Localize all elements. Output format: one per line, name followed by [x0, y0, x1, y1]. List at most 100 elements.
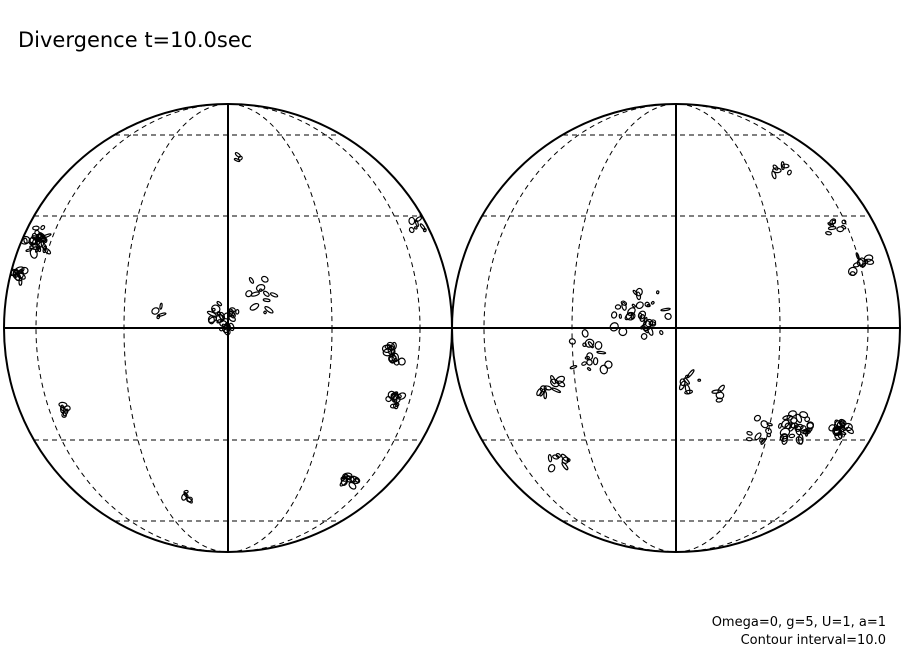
- contour: [561, 461, 569, 471]
- contour: [233, 157, 241, 163]
- contour: [794, 425, 802, 432]
- contour: [650, 301, 655, 305]
- contour: [44, 238, 48, 244]
- contour: [60, 407, 68, 413]
- contour: [14, 273, 21, 281]
- contour-interval: Contour interval=10.0: [741, 633, 886, 648]
- contour: [211, 307, 216, 312]
- contour: [781, 433, 789, 440]
- contour: [684, 374, 690, 379]
- contour: [784, 422, 793, 430]
- contour: [206, 310, 217, 317]
- contour: [23, 237, 28, 244]
- contour: [760, 420, 769, 429]
- contour: [766, 422, 773, 427]
- contour: [245, 290, 253, 298]
- contour: [841, 224, 847, 230]
- contour: [32, 225, 40, 231]
- contour: [753, 414, 761, 422]
- contour: [639, 314, 646, 322]
- contour: [781, 163, 790, 169]
- contour: [237, 155, 243, 161]
- contour: [799, 411, 809, 419]
- contour: [582, 342, 587, 348]
- contour: [419, 223, 426, 231]
- contour: [800, 425, 807, 432]
- contour: [547, 464, 556, 473]
- contour: [415, 216, 423, 222]
- contour: [711, 389, 722, 394]
- contour: [216, 311, 222, 316]
- contour: [413, 226, 418, 230]
- contour: [834, 419, 843, 428]
- contour: [20, 266, 29, 275]
- contour: [408, 226, 415, 234]
- contour: [29, 248, 38, 259]
- contour: [647, 326, 654, 336]
- contour: [831, 219, 837, 225]
- contour: [834, 432, 843, 441]
- contours: [536, 161, 875, 473]
- contour: [806, 422, 814, 430]
- contour: [772, 167, 782, 174]
- contour: [642, 320, 652, 332]
- contour: [547, 454, 553, 463]
- contour: [581, 361, 587, 366]
- contour: [686, 369, 695, 378]
- contour: [759, 437, 764, 443]
- contour: [568, 338, 576, 345]
- contour: [354, 477, 360, 483]
- contour: [186, 496, 193, 503]
- contour: [746, 430, 753, 436]
- contour: [151, 307, 160, 315]
- contour: [216, 300, 223, 307]
- contour: [584, 338, 595, 348]
- contour: [422, 228, 427, 233]
- contour: [397, 357, 406, 366]
- contour: [38, 232, 46, 238]
- contour: [250, 291, 260, 297]
- contour: [536, 387, 543, 397]
- contour: [788, 433, 796, 439]
- contour: [552, 454, 560, 460]
- globe-rim: [451, 103, 901, 553]
- contour: [592, 357, 599, 366]
- contour: [836, 226, 845, 233]
- contour: [393, 402, 399, 410]
- contour: [858, 257, 867, 267]
- contour: [40, 224, 46, 231]
- contour: [594, 341, 603, 350]
- contour: [638, 312, 643, 319]
- contour: [664, 312, 672, 320]
- parameters: Omega=0, g=5, U=1, a=1: [712, 615, 886, 630]
- contour: [263, 310, 267, 315]
- contour: [697, 378, 702, 382]
- contour: [825, 231, 832, 236]
- contour: [31, 232, 38, 239]
- contour: [786, 169, 792, 176]
- contour: [852, 262, 861, 268]
- contour: [159, 302, 163, 310]
- contour: [678, 380, 686, 391]
- globe-right: [451, 103, 901, 553]
- contour: [640, 333, 648, 340]
- contour: [586, 367, 592, 372]
- contour: [551, 387, 562, 394]
- contour: [765, 427, 772, 435]
- contour: [391, 393, 399, 401]
- contour: [258, 288, 263, 292]
- contour: [827, 226, 837, 231]
- contour: [754, 432, 762, 441]
- contour: [660, 307, 671, 312]
- contour: [604, 360, 613, 369]
- contour: [539, 388, 546, 397]
- contour: [408, 216, 416, 226]
- title: Divergence t=10.0sec: [18, 28, 252, 52]
- contour: [684, 389, 694, 395]
- contour: [264, 305, 274, 314]
- contour: [234, 151, 242, 158]
- contour: [643, 316, 648, 326]
- contour: [41, 233, 52, 239]
- contour: [34, 245, 41, 253]
- contour: [856, 258, 864, 267]
